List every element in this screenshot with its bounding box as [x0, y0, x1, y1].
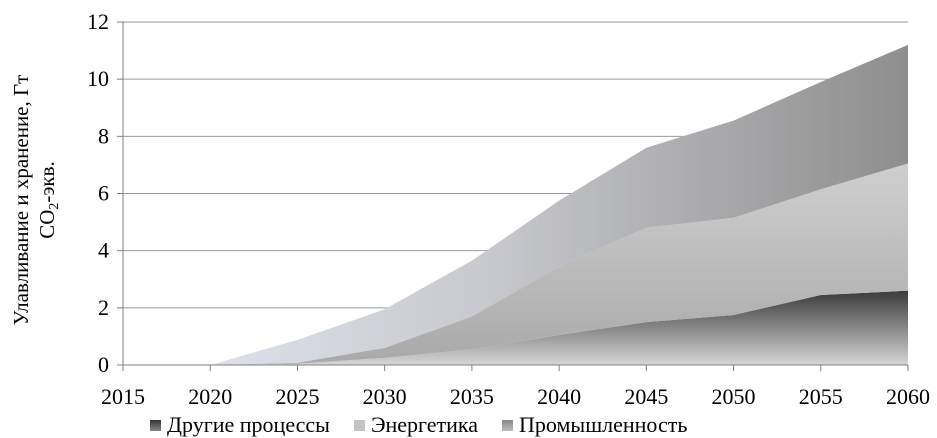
y-tick-label: 0	[98, 352, 109, 377]
legend-label-other: Другие процессы	[167, 412, 330, 437]
x-tick-label: 2040	[537, 384, 581, 409]
x-tick-label: 2025	[275, 384, 319, 409]
area-energy	[123, 163, 908, 365]
legend-item-industry: Промышленность	[502, 412, 687, 438]
x-tick-label: 2035	[450, 384, 494, 409]
y-tick-label: 10	[87, 66, 109, 91]
x-tick-label: 2060	[886, 384, 930, 409]
x-tick-label: 2020	[188, 384, 232, 409]
x-tick-label: 2030	[363, 384, 407, 409]
legend-swatch-industry	[502, 419, 514, 431]
x-tick-label: 2015	[101, 384, 145, 409]
y-tick-label: 6	[98, 181, 109, 206]
y-tick-label: 2	[98, 295, 109, 320]
legend-label-industry: Промышленность	[519, 412, 688, 437]
area-other-processes	[123, 290, 908, 365]
x-tick-label: 2050	[712, 384, 756, 409]
y-axis-title-line2: CO2-экв.	[35, 161, 62, 239]
y-tick-labels: 0 2 4 6 8 10 12	[87, 9, 109, 377]
legend-item-energy: Энергетика	[353, 412, 479, 438]
y-tick-label: 8	[98, 123, 109, 148]
legend-item-other: Другие процессы	[150, 412, 330, 438]
legend: Другие процессы Энергетика Промышленност…	[150, 412, 711, 438]
legend-label-energy: Энергетика	[370, 412, 479, 437]
x-tick-label: 2055	[799, 384, 843, 409]
y-axis-title: Улавливание и хранение, Гт	[9, 75, 33, 326]
y-tick-label: 12	[87, 9, 109, 34]
x-tick-labels: 2015 2020 2025 2030 2035 2040 2045 2050 2055 2060	[101, 384, 930, 409]
y-tick-label: 4	[98, 238, 109, 263]
areas	[123, 44, 908, 365]
x-tick-label: 2045	[624, 384, 668, 409]
legend-swatch-other	[150, 419, 161, 431]
area-industry	[123, 44, 908, 365]
axes	[117, 21, 909, 371]
legend-swatch-energy	[353, 419, 365, 431]
